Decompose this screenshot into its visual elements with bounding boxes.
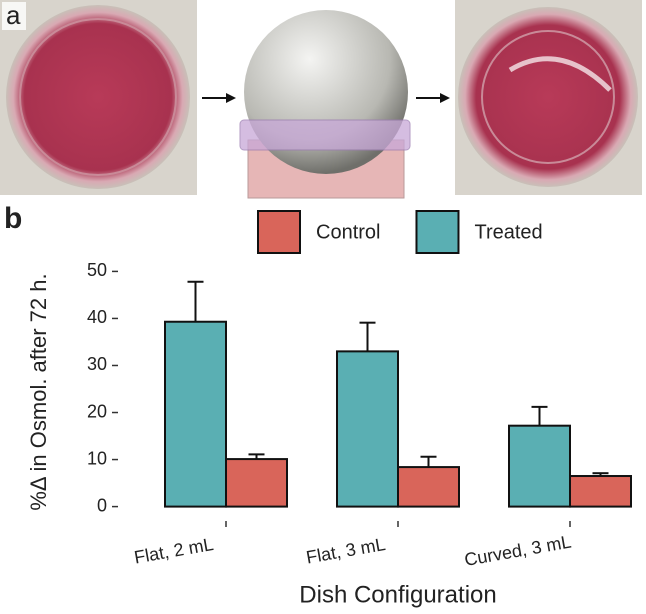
arrow <box>202 93 236 103</box>
legend-label: Treated <box>474 221 542 243</box>
legend-label: Control <box>316 221 380 243</box>
bar <box>508 424 571 508</box>
y-tick-label: 0 <box>97 495 107 515</box>
illustration <box>239 10 411 199</box>
bar <box>569 475 632 508</box>
photo-after <box>455 0 642 195</box>
label-bg <box>2 2 26 30</box>
x-tick-label: Curved, 3 mL <box>463 532 573 570</box>
bar <box>225 458 288 508</box>
arrow <box>416 93 450 103</box>
x-tick-label: Flat, 3 mL <box>305 534 387 568</box>
bar <box>336 350 399 508</box>
x-tick-label: Flat, 2 mL <box>133 534 215 568</box>
legend-swatch <box>415 210 460 254</box>
bar <box>397 466 460 508</box>
y-tick-label: 30 <box>87 354 107 374</box>
y-tick-label: 40 <box>87 307 107 327</box>
x-axis-title: Dish Configuration <box>299 581 496 608</box>
y-tick-label: 20 <box>87 401 107 421</box>
y-tick-label: 50 <box>87 260 107 280</box>
panel-label: b <box>4 202 22 235</box>
panel-label: a <box>6 0 21 30</box>
bar <box>164 320 227 508</box>
photo-before <box>0 0 197 195</box>
y-axis-title: %Δ in Osmol. after 72 h. <box>26 273 51 510</box>
y-tick-label: 10 <box>87 448 107 468</box>
legend-swatch <box>257 210 301 254</box>
